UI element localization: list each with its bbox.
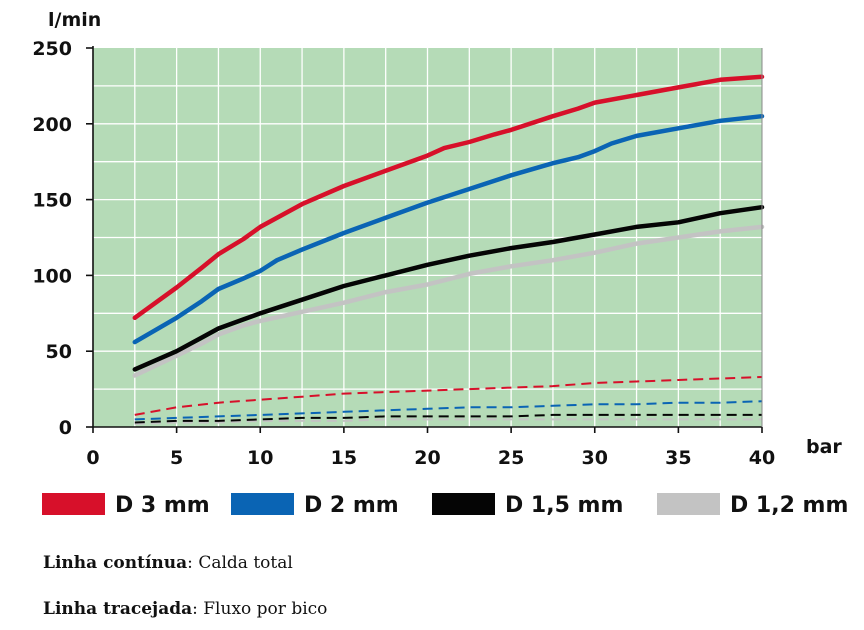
legend-item: D 1,5 mm xyxy=(432,493,623,518)
series-lines xyxy=(132,74,765,425)
series-line-dashed-d-2-mm xyxy=(134,400,763,421)
x-tick-label: 5 xyxy=(170,447,183,469)
x-tick-label: 15 xyxy=(331,447,357,469)
x-tick-label: 35 xyxy=(665,447,691,469)
legend-label: D 2 mm xyxy=(304,493,399,518)
y-tick-label: 150 xyxy=(32,190,72,212)
y-tick-label: 100 xyxy=(32,265,72,287)
series-line-solid-d-3-mm xyxy=(132,74,765,321)
dashed-line-text: Fluxo por bico xyxy=(203,599,328,619)
legend-swatch xyxy=(42,493,105,515)
x-axis-unit-label: bar xyxy=(806,436,842,458)
legend-swatch xyxy=(432,493,495,515)
solid-line-term: Linha contínua xyxy=(43,553,188,573)
legend-swatch xyxy=(657,493,720,515)
legend-item: D 2 mm xyxy=(231,493,399,518)
x-tick-label: 10 xyxy=(247,447,273,469)
x-tick-label: 30 xyxy=(582,447,608,469)
legend-item: D 1,2 mm xyxy=(657,493,848,518)
gridlines xyxy=(93,48,762,427)
x-tick-label: 20 xyxy=(414,447,440,469)
y-tick-label: 0 xyxy=(59,417,72,439)
series-line-dashed-d-1-5-mm xyxy=(134,413,762,424)
legend-swatch xyxy=(231,493,294,515)
dashed-line-note: Linha tracejada: Fluxo por bico xyxy=(43,599,328,619)
x-tick-label: 25 xyxy=(498,447,524,469)
x-tick-label: 0 xyxy=(86,447,99,469)
y-tick-label: 50 xyxy=(46,341,72,363)
legend-item: D 3 mm xyxy=(42,493,210,518)
axes xyxy=(86,46,763,433)
legend-label: D 1,5 mm xyxy=(505,493,623,518)
series-line-solid-d-1-5-mm xyxy=(132,204,765,372)
legend: D 3 mm D 2 mm D 1,5 mm D 1,2 mm xyxy=(42,493,848,518)
series-line-dashed-d-3-mm xyxy=(134,376,763,416)
tick-labels: 0 5 10 15 20 25 30 35 40 0 50 100 150 200 250 xyxy=(32,38,775,469)
dashed-line-term: Linha tracejada xyxy=(43,599,193,619)
flow-chart: 0 5 10 15 20 25 30 35 40 0 50 100 150 200 250 l/min ba… xyxy=(32,9,848,518)
y-tick-label: 200 xyxy=(32,114,72,136)
legend-label: D 1,2 mm xyxy=(730,493,848,518)
y-tick-label: 250 xyxy=(32,38,72,60)
y-axis-unit-label: l/min xyxy=(48,9,101,31)
series-line-dashed-d-1-2-mm xyxy=(134,418,762,425)
legend-label: D 3 mm xyxy=(115,493,210,518)
solid-line-note: Linha contínua: Calda total xyxy=(43,553,293,573)
series-line-solid-d-2-mm xyxy=(132,113,765,345)
series-line-solid-d-1-2-mm xyxy=(132,224,765,378)
solid-line-text: Calda total xyxy=(198,553,293,573)
x-tick-label: 40 xyxy=(749,447,775,469)
